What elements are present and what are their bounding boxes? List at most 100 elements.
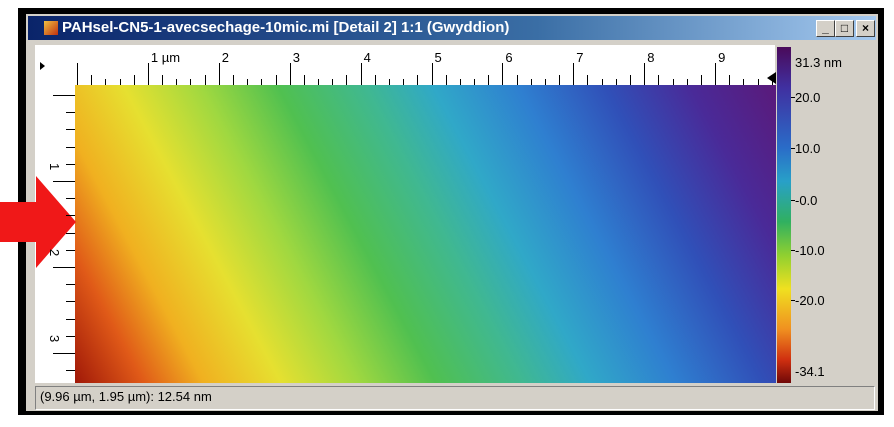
- ruler-tick: [233, 75, 234, 85]
- window-title: PAHsel-CN5-1-avecsechage-10mic.mi [Detai…: [62, 19, 509, 36]
- minimize-button[interactable]: _: [816, 20, 835, 37]
- ruler-tick: [66, 284, 75, 285]
- top-ruler-label: 2: [222, 50, 229, 65]
- ruler-tick: [162, 75, 163, 85]
- top-ruler-label: 9: [718, 50, 725, 65]
- maximize-button[interactable]: □: [835, 20, 854, 37]
- ruler-tick: [134, 75, 135, 85]
- color-scale-label: 20.0: [795, 90, 820, 105]
- ruler-tick: [53, 353, 75, 354]
- ruler-tick: [346, 75, 347, 85]
- ruler-tick: [502, 63, 503, 85]
- ruler-tick: [361, 63, 362, 85]
- left-ruler-label: 3: [47, 335, 62, 342]
- ruler-corner-marker: [40, 62, 45, 70]
- top-ruler-label: 1 µm: [151, 50, 180, 65]
- ruler-tick: [545, 79, 546, 85]
- page: PAHsel-CN5-1-avecsechage-10mic.mi [Detai…: [0, 0, 894, 427]
- color-scale-label: -0.0: [795, 193, 817, 208]
- ruler-tick: [658, 75, 659, 85]
- top-ruler-label: 8: [647, 50, 654, 65]
- ruler-tick: [66, 233, 75, 234]
- ruler-tick: [743, 79, 744, 85]
- top-ruler-label: 4: [364, 50, 371, 65]
- ruler-tick: [276, 75, 277, 85]
- ruler-tick: [190, 79, 191, 85]
- color-scale-label: -34.1: [795, 364, 825, 379]
- image-texture: [75, 85, 776, 383]
- ruler-tick: [205, 75, 206, 85]
- ruler-tick: [630, 75, 631, 85]
- color-scale-bar: [777, 47, 791, 383]
- ruler-tick: [587, 75, 588, 85]
- ruler-tick: [432, 63, 433, 85]
- ruler-tick: [559, 75, 560, 85]
- ruler-tick: [644, 63, 645, 85]
- ruler-tick: [304, 75, 305, 85]
- color-scale-label: -20.0: [795, 293, 825, 308]
- ruler-tick: [687, 79, 688, 85]
- ruler-tick: [66, 112, 75, 113]
- color-scale-tick: [791, 300, 795, 301]
- ruler-tick: [517, 75, 518, 85]
- top-ruler-label: 6: [505, 50, 512, 65]
- ruler-tick: [460, 79, 461, 85]
- status-text: (9.96 µm, 1.95 µm): 12.54 nm: [40, 389, 212, 404]
- color-scale-tick: [791, 200, 795, 201]
- height-map-image: [75, 85, 776, 383]
- ruler-tick: [417, 75, 418, 85]
- close-button[interactable]: ×: [856, 20, 875, 37]
- ruler-tick: [66, 215, 75, 216]
- ruler-tick: [66, 336, 75, 337]
- ruler-tick: [446, 75, 447, 85]
- color-scale-label: -10.0: [795, 243, 825, 258]
- top-ruler-label: 3: [293, 50, 300, 65]
- ruler-tick: [219, 63, 220, 85]
- ruler-tick: [616, 79, 617, 85]
- left-ruler-label: 1: [47, 163, 62, 170]
- ruler-tick: [375, 75, 376, 85]
- ruler-tick: [389, 79, 390, 85]
- top-ruler-label: 7: [576, 50, 583, 65]
- ruler-tick: [91, 75, 92, 85]
- top-ruler-label: 5: [435, 50, 442, 65]
- ruler-tick: [290, 63, 291, 85]
- left-ruler-label: 2: [47, 249, 62, 256]
- ruler-tick: [66, 370, 75, 371]
- ruler-tick: [247, 79, 248, 85]
- red-arrow: [0, 170, 80, 275]
- ruler-tick: [53, 267, 75, 268]
- ruler-tick: [602, 79, 603, 85]
- ruler-tick: [758, 79, 759, 85]
- ruler-tick: [318, 79, 319, 85]
- color-scale-tick: [791, 97, 795, 98]
- ruler-tick: [332, 79, 333, 85]
- ruler-tick: [53, 181, 75, 182]
- ruler-tick: [715, 63, 716, 85]
- ruler-tick: [105, 79, 106, 85]
- ruler-tick: [66, 198, 75, 199]
- ruler-tick: [66, 319, 75, 320]
- ruler-tick: [120, 79, 121, 85]
- top-ruler: [35, 45, 775, 85]
- ruler-tick: [176, 79, 177, 85]
- ruler-tick: [148, 63, 149, 85]
- color-scale-label: 31.3 nm: [795, 55, 842, 70]
- ruler-tick: [531, 79, 532, 85]
- ruler-tick: [673, 79, 674, 85]
- ruler-tick: [488, 75, 489, 85]
- ruler-tick: [66, 147, 75, 148]
- ruler-tick: [66, 250, 75, 251]
- ruler-tick: [403, 79, 404, 85]
- color-scale-tick: [791, 148, 795, 149]
- ruler-tick: [573, 63, 574, 85]
- color-scale-label: 10.0: [795, 141, 820, 156]
- ruler-tick: [53, 95, 75, 96]
- ruler-tick: [701, 75, 702, 85]
- ruler-tick: [474, 79, 475, 85]
- ruler-tick: [66, 301, 75, 302]
- ruler-tick: [66, 129, 75, 130]
- app-icon: [44, 21, 58, 35]
- ruler-tick: [772, 75, 773, 85]
- ruler-tick: [729, 75, 730, 85]
